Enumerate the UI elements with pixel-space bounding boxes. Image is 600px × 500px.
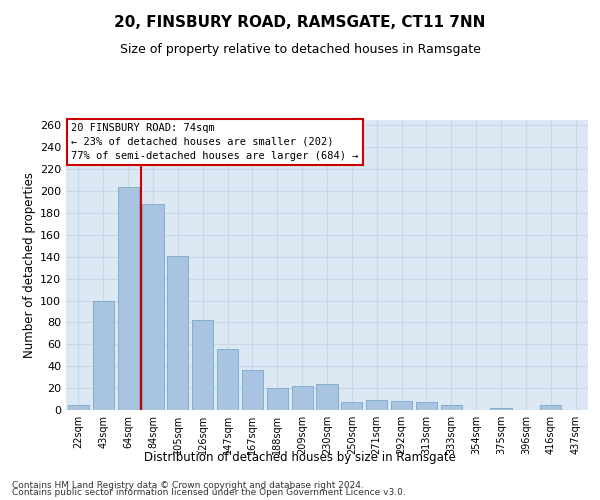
Bar (490, 408, 512, 410)
Bar (267, 388, 288, 410)
Text: 20, FINSBURY ROAD, RAMSGATE, CT11 7NN: 20, FINSBURY ROAD, RAMSGATE, CT11 7NN (115, 15, 485, 30)
Bar (341, 402, 362, 410)
Y-axis label: Number of detached properties: Number of detached properties (23, 172, 36, 358)
Bar (242, 370, 263, 410)
Bar (391, 401, 412, 410)
Text: Contains HM Land Registry data © Crown copyright and database right 2024.: Contains HM Land Registry data © Crown c… (12, 480, 364, 490)
Bar (68, 404, 89, 410)
Bar (118, 187, 139, 410)
Text: Distribution of detached houses by size in Ramsgate: Distribution of detached houses by size … (144, 451, 456, 464)
Bar (441, 404, 462, 410)
Bar (292, 386, 313, 410)
Bar (416, 402, 437, 410)
Bar (167, 256, 188, 410)
Bar (540, 404, 561, 410)
Bar (192, 320, 213, 410)
Text: Contains public sector information licensed under the Open Government Licence v3: Contains public sector information licen… (12, 488, 406, 497)
Text: 20 FINSBURY ROAD: 74sqm
← 23% of detached houses are smaller (202)
77% of semi-d: 20 FINSBURY ROAD: 74sqm ← 23% of detache… (71, 123, 359, 161)
Text: Size of property relative to detached houses in Ramsgate: Size of property relative to detached ho… (119, 42, 481, 56)
Bar (366, 400, 387, 410)
Bar (217, 348, 238, 410)
Bar (142, 204, 164, 410)
Bar (316, 384, 338, 410)
Bar (93, 300, 114, 410)
